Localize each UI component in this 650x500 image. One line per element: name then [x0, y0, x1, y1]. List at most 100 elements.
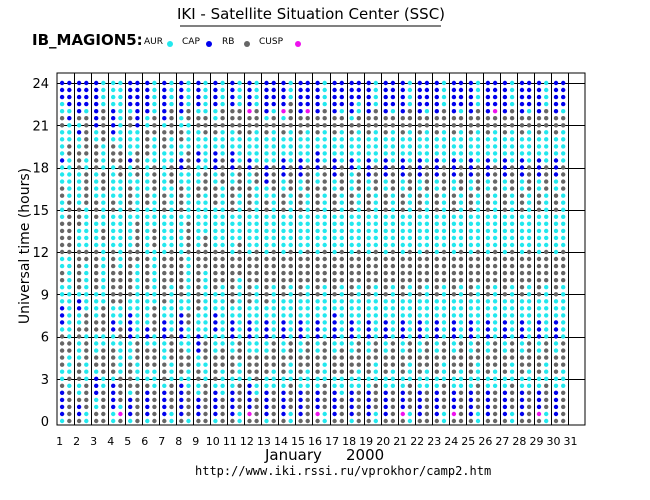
data-point: [237, 179, 242, 184]
data-point: [475, 348, 481, 353]
data-point: [468, 397, 474, 403]
data-point: [101, 327, 106, 332]
data-point: [196, 369, 201, 374]
data-point: [485, 278, 491, 283]
data-point: [281, 123, 286, 128]
data-point: [332, 158, 337, 163]
data-point: [118, 109, 123, 114]
data-point: [451, 172, 457, 177]
data-point: [118, 369, 123, 374]
data-point: [94, 383, 99, 388]
data-point: [417, 137, 422, 142]
data-point: [383, 355, 388, 360]
data-point: [458, 116, 464, 121]
data-point: [407, 362, 413, 367]
data-point: [383, 376, 388, 381]
data-point: [373, 369, 378, 374]
data-point: [230, 334, 235, 339]
data-point: [247, 341, 252, 346]
data-point: [271, 355, 276, 360]
data-point: [519, 376, 525, 381]
data-point: [145, 80, 150, 86]
data-point: [76, 256, 82, 262]
data-point: [288, 116, 293, 121]
data-point: [509, 270, 515, 276]
data-point: [254, 270, 259, 276]
data-point: [128, 341, 133, 346]
data-point: [179, 186, 184, 191]
data-point: [441, 109, 447, 114]
data-point: [339, 383, 344, 388]
data-point: [101, 313, 106, 318]
data-point: [281, 320, 286, 325]
data-point: [305, 355, 310, 360]
data-point: [519, 411, 525, 417]
data-point: [281, 278, 286, 283]
data-point: [220, 221, 225, 226]
data-point: [424, 242, 430, 248]
data-point: [264, 87, 269, 93]
data-point: [196, 278, 201, 283]
data-point: [186, 355, 191, 360]
data-point: [264, 144, 269, 149]
data-point: [264, 242, 269, 248]
data-point: [135, 193, 140, 198]
data-point: [169, 418, 174, 424]
data-point: [145, 151, 150, 156]
data-point: [247, 242, 252, 248]
data-point: [434, 256, 439, 262]
data-point: [400, 200, 405, 205]
data-point: [536, 397, 542, 403]
data-point: [94, 165, 99, 170]
data-point: [230, 179, 235, 184]
data-point: [441, 151, 447, 156]
data-point: [203, 116, 208, 121]
data-point: [441, 270, 447, 276]
data-point: [526, 80, 532, 86]
data-point: [298, 348, 303, 353]
data-point: [451, 109, 457, 114]
data-point: [390, 348, 396, 353]
data-point: [366, 383, 371, 388]
data-point: [366, 285, 371, 290]
data-point: [492, 214, 498, 219]
data-point: [519, 341, 525, 346]
data-point: [349, 320, 354, 325]
data-point: [366, 144, 371, 149]
data-point: [220, 193, 225, 198]
data-point: [220, 278, 225, 283]
data-point: [264, 313, 269, 318]
data-point: [475, 355, 481, 360]
data-point: [220, 313, 225, 318]
data-point: [400, 123, 405, 128]
data-point: [101, 383, 106, 388]
data-point: [417, 87, 422, 93]
data-point: [179, 179, 184, 184]
data-point: [203, 235, 208, 241]
data-point: [220, 137, 225, 142]
data-point: [561, 355, 566, 360]
data-point: [519, 158, 525, 163]
data-point: [305, 285, 310, 290]
data-point: [59, 249, 65, 255]
data-point: [271, 278, 276, 283]
data-point: [356, 214, 361, 219]
data-points: [59, 80, 566, 424]
data-point: [519, 320, 525, 325]
data-point: [407, 193, 413, 198]
data-point: [544, 334, 549, 339]
data-point: [502, 235, 508, 241]
data-point: [349, 292, 354, 297]
data-point: [67, 313, 72, 318]
data-point: [254, 404, 259, 410]
data-point: [492, 158, 498, 163]
data-point: [339, 221, 344, 226]
data-point: [305, 397, 310, 403]
data-point: [145, 383, 150, 388]
data-point: [366, 186, 371, 191]
data-point: [434, 80, 439, 86]
data-point: [305, 221, 310, 226]
data-point: [169, 383, 174, 388]
data-point: [169, 369, 174, 374]
data-point: [356, 87, 361, 93]
